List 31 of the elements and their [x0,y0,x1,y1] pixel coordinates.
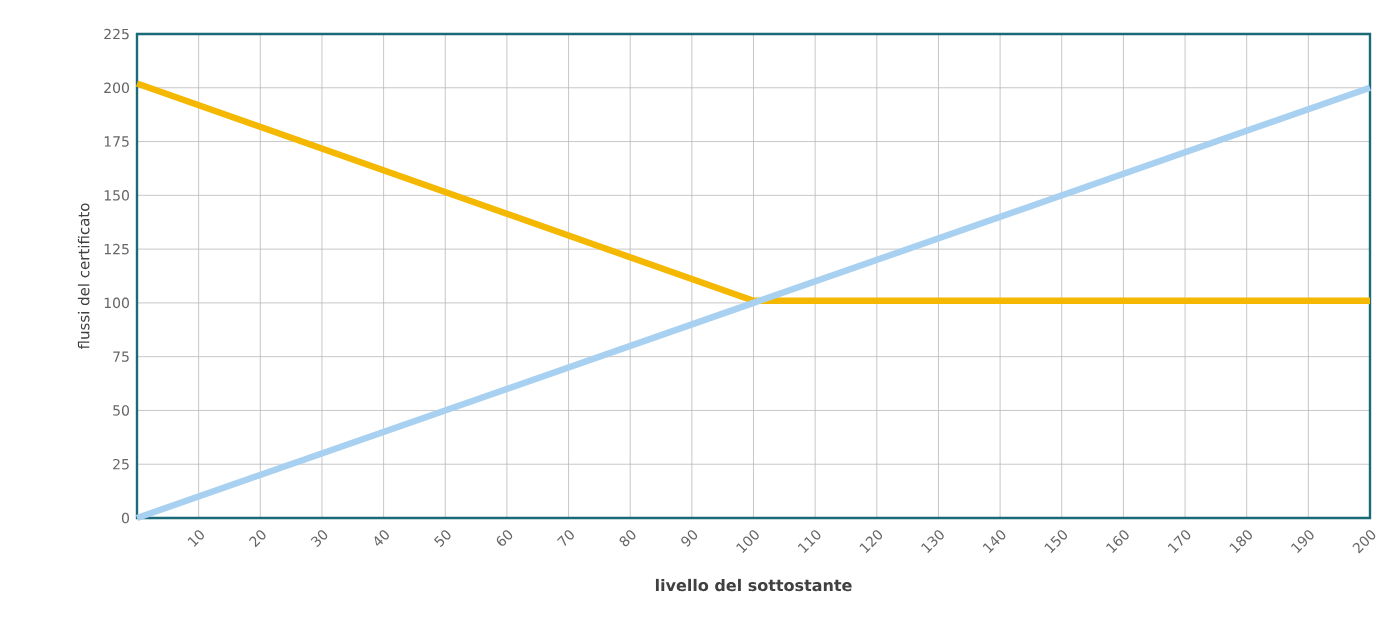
x-tick-label: 80 [619,530,636,547]
x-axis-title: livello del sottostante [655,578,852,592]
x-tick-label: 150 [1044,530,1068,554]
x-tick-label: 180 [1229,530,1252,554]
x-tick-label: 10 [187,530,204,547]
y-tick-label: 0 [121,512,129,524]
x-tick-label: 130 [921,530,944,554]
y-tick-label: 125 [104,243,129,255]
x-tick-label: 160 [1106,530,1129,554]
x-tick-label: 20 [249,530,266,548]
x-tick-label: 140 [982,530,1006,554]
y-tick-label: 100 [104,297,129,309]
x-tick-label: 70 [556,530,574,547]
x-tick-label: 110 [797,530,821,554]
y-axis-title: flussi del certificato [77,203,90,350]
x-tick-label: 120 [859,530,883,554]
x-tick-label: 30 [310,530,328,547]
y-tick-label: 75 [113,351,129,362]
y-tick-label: 25 [113,458,129,470]
y-tick-label: 150 [104,190,129,201]
x-tick-label: 50 [433,530,451,547]
y-tick-label: 225 [104,28,129,40]
x-tick-label: 40 [374,530,389,546]
x-tick-label: 100 [736,530,759,554]
y-tick-label: 175 [104,136,129,147]
y-tick-label: 200 [104,82,129,94]
x-tick-label: 170 [1167,530,1191,554]
x-tick-label: 190 [1291,530,1314,554]
x-tick-label: 90 [681,530,698,547]
y-tick-label: 50 [113,405,129,416]
x-tick-label: 60 [496,530,513,546]
